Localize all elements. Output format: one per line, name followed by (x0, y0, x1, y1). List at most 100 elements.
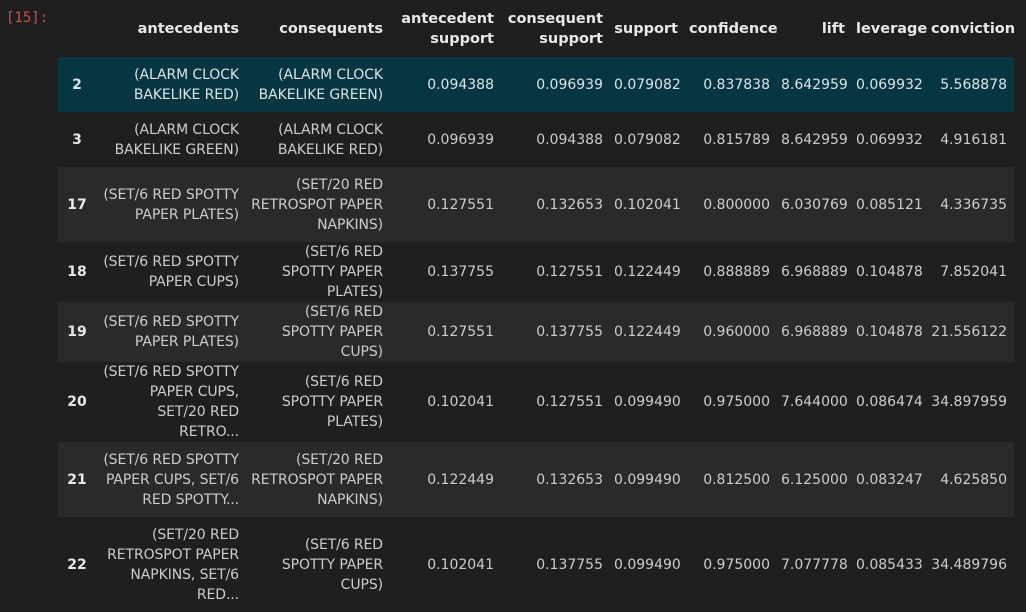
column-header-antecedents: antecedents (96, 0, 246, 57)
cell-leverage: 0.085121 (856, 196, 923, 213)
cell-conviction: 4.336735 (940, 196, 1007, 213)
cell-consequents: (SET/20 RED RETROSPOT PAPER NAPKINS) (251, 176, 383, 233)
cell-leverage: 0.085433 (856, 556, 923, 573)
cell-consequents: (SET/6 RED SPOTTY PAPER CUPS) (281, 304, 383, 360)
cell-leverage: 0.086474 (856, 394, 923, 410)
cell-lift: 6.125000 (781, 471, 848, 488)
cell-confidence: 0.888889 (703, 264, 770, 280)
association-rules-table: antecedents consequents antecedent support… (58, 0, 1015, 612)
cell-confidence: 0.975000 (703, 556, 770, 573)
cell-confidence: 0.800000 (703, 196, 770, 213)
cell-conviction: 21.556122 (931, 324, 1007, 340)
table-row[interactable]: 20 (SET/6 RED SPOTTY PAPER CUPS, SET/20 R… (58, 362, 1014, 442)
cell-antecedent-support: 0.137755 (427, 264, 494, 280)
cell-support: 0.079082 (614, 76, 681, 93)
cell-antecedent-support: 0.102041 (427, 556, 494, 573)
cell-consequent-support: 0.096939 (536, 76, 603, 93)
cell-support: 0.099490 (614, 471, 681, 488)
cell-antecedent-support: 0.127551 (427, 196, 494, 213)
cell-leverage: 0.069932 (856, 76, 923, 93)
cell-conviction: 34.897959 (931, 394, 1007, 410)
table-row[interactable]: 3 (ALARM CLOCK BAKELIKE GREEN) (ALARM CLOC… (58, 112, 1014, 167)
cell-support: 0.079082 (614, 131, 681, 148)
cell-antecedent-support: 0.102041 (427, 394, 494, 410)
cell-confidence: 0.975000 (703, 394, 770, 410)
cell-confidence: 0.815789 (703, 131, 770, 148)
cell-consequent-support: 0.132653 (536, 196, 603, 213)
column-header-consequents: consequents (246, 0, 390, 57)
cell-conviction: 5.568878 (940, 76, 1007, 93)
cell-antecedents: (SET/6 RED SPOTTY PAPER PLATES) (103, 186, 239, 223)
table-row[interactable]: 21 (SET/6 RED SPOTTY PAPER CUPS, SET/6 RE… (58, 442, 1014, 517)
cell-consequent-support: 0.127551 (536, 264, 603, 280)
column-header-confidence: confidence (685, 0, 778, 57)
cell-antecedents: (SET/20 RED RETROSPOT PAPER NAPKINS, SET… (107, 526, 239, 603)
cell-confidence: 0.960000 (703, 324, 770, 340)
execution-count: [15]: (6, 10, 49, 26)
table-row[interactable]: 22 (SET/20 RED RETROSPOT PAPER NAPKINS, S… (58, 517, 1014, 612)
row-index: 22 (67, 556, 87, 573)
cell-consequent-support: 0.137755 (536, 324, 603, 340)
row-index: 17 (67, 196, 87, 213)
cell-consequent-support: 0.137755 (536, 556, 603, 573)
row-index: 21 (67, 471, 87, 488)
cell-antecedent-support: 0.127551 (427, 324, 494, 340)
cell-confidence: 0.812500 (703, 471, 770, 488)
cell-support: 0.099490 (614, 394, 681, 410)
row-index: 3 (72, 131, 82, 148)
cell-antecedents: (ALARM CLOCK BAKELIKE GREEN) (114, 121, 239, 158)
cell-lift: 6.030769 (781, 196, 848, 213)
cell-conviction: 4.625850 (940, 471, 1007, 488)
cell-support: 0.102041 (614, 196, 681, 213)
cell-antecedent-support: 0.122449 (427, 471, 494, 488)
cell-leverage: 0.104878 (856, 324, 923, 340)
cell-conviction: 7.852041 (940, 264, 1007, 280)
cell-confidence: 0.837838 (703, 76, 770, 93)
cell-lift: 7.644000 (781, 394, 848, 410)
cell-consequents: (ALARM CLOCK BAKELIKE RED) (277, 121, 383, 158)
cell-consequents: (ALARM CLOCK BAKELIKE GREEN) (258, 66, 383, 103)
column-header-support: support (610, 0, 685, 57)
cell-lift: 8.642959 (781, 131, 848, 148)
cell-leverage: 0.069932 (856, 131, 923, 148)
row-index: 18 (67, 264, 87, 280)
dataframe-output: antecedents consequents antecedent support… (58, 0, 1015, 612)
cell-conviction: 4.916181 (940, 131, 1007, 148)
column-header-leverage: leverage (852, 0, 927, 57)
cell-consequents: (SET/20 RED RETROSPOT PAPER NAPKINS) (251, 451, 383, 508)
cell-support: 0.122449 (614, 324, 681, 340)
cell-conviction: 34.489796 (931, 556, 1007, 573)
table-row[interactable]: 19 (SET/6 RED SPOTTY PAPER PLATES) (SET/6 … (58, 302, 1014, 362)
cell-consequent-support: 0.127551 (536, 394, 603, 410)
index-header (58, 0, 96, 57)
cell-support: 0.099490 (614, 556, 681, 573)
cell-lift: 6.968889 (781, 324, 848, 340)
cell-lift: 8.642959 (781, 76, 848, 93)
cell-antecedents: (SET/6 RED SPOTTY PAPER CUPS, SET/20 RED… (103, 364, 239, 440)
cell-lift: 6.968889 (781, 264, 848, 280)
cell-antecedents: (SET/6 RED SPOTTY PAPER CUPS, SET/6 RED … (103, 451, 239, 508)
cell-antecedents: (ALARM CLOCK BAKELIKE RED) (133, 66, 239, 103)
cell-support: 0.122449 (614, 264, 681, 280)
row-index: 19 (67, 324, 87, 340)
cell-consequents: (SET/6 RED SPOTTY PAPER PLATES) (281, 244, 383, 300)
cell-leverage: 0.104878 (856, 264, 923, 280)
cell-leverage: 0.083247 (856, 471, 923, 488)
cell-antecedent-support: 0.094388 (427, 76, 494, 93)
column-header-conviction: conviction (927, 0, 1015, 57)
row-index: 2 (72, 76, 82, 93)
column-header-lift: lift (777, 0, 852, 57)
cell-lift: 7.077778 (781, 556, 848, 573)
table-row[interactable]: 17 (SET/6 RED SPOTTY PAPER PLATES) (SET/20… (58, 167, 1014, 242)
cell-antecedents: (SET/6 RED SPOTTY PAPER CUPS) (103, 254, 239, 290)
table-body: 2 (ALARM CLOCK BAKELIKE RED) (ALARM CLOCK … (58, 57, 1014, 612)
table-row[interactable]: 2 (ALARM CLOCK BAKELIKE RED) (ALARM CLOCK … (58, 57, 1014, 112)
column-header-antecedent-support: antecedent support (390, 0, 501, 57)
cell-antecedent-support: 0.096939 (427, 131, 494, 148)
table-row[interactable]: 18 (SET/6 RED SPOTTY PAPER CUPS) (SET/6 RE… (58, 242, 1014, 302)
cell-consequent-support: 0.094388 (536, 131, 603, 148)
row-index: 20 (67, 394, 87, 410)
cell-antecedents: (SET/6 RED SPOTTY PAPER PLATES) (103, 314, 239, 350)
cell-consequents: (SET/6 RED SPOTTY PAPER PLATES) (281, 374, 383, 430)
cell-consequent-support: 0.132653 (536, 471, 603, 488)
